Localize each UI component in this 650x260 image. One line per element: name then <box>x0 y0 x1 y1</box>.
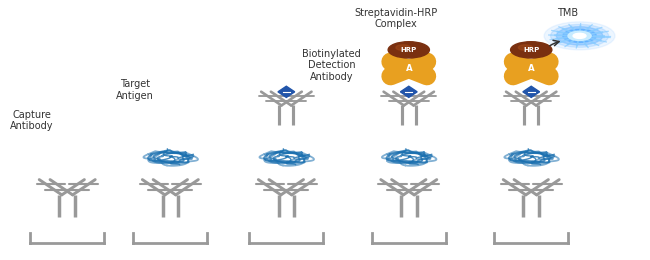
Text: Target
Antigen: Target Antigen <box>116 79 154 101</box>
Circle shape <box>556 27 603 45</box>
Circle shape <box>518 45 532 50</box>
Polygon shape <box>523 86 540 98</box>
Text: A: A <box>406 64 412 73</box>
Circle shape <box>563 29 596 42</box>
Circle shape <box>551 24 608 47</box>
Circle shape <box>388 42 430 58</box>
Circle shape <box>573 33 586 38</box>
Text: Capture
Antibody: Capture Antibody <box>10 110 53 131</box>
Polygon shape <box>278 86 294 98</box>
Circle shape <box>544 22 615 50</box>
Text: Streptavidin-HRP
Complex: Streptavidin-HRP Complex <box>354 8 437 29</box>
Text: A: A <box>528 64 534 73</box>
Circle shape <box>511 42 552 58</box>
Circle shape <box>568 31 591 41</box>
Text: HRP: HRP <box>523 47 540 53</box>
Text: TMB: TMB <box>557 8 578 18</box>
Polygon shape <box>400 86 417 98</box>
Text: Biotinylated
Detection
Antibody: Biotinylated Detection Antibody <box>302 49 361 82</box>
Circle shape <box>396 45 410 50</box>
Text: HRP: HRP <box>400 47 417 53</box>
